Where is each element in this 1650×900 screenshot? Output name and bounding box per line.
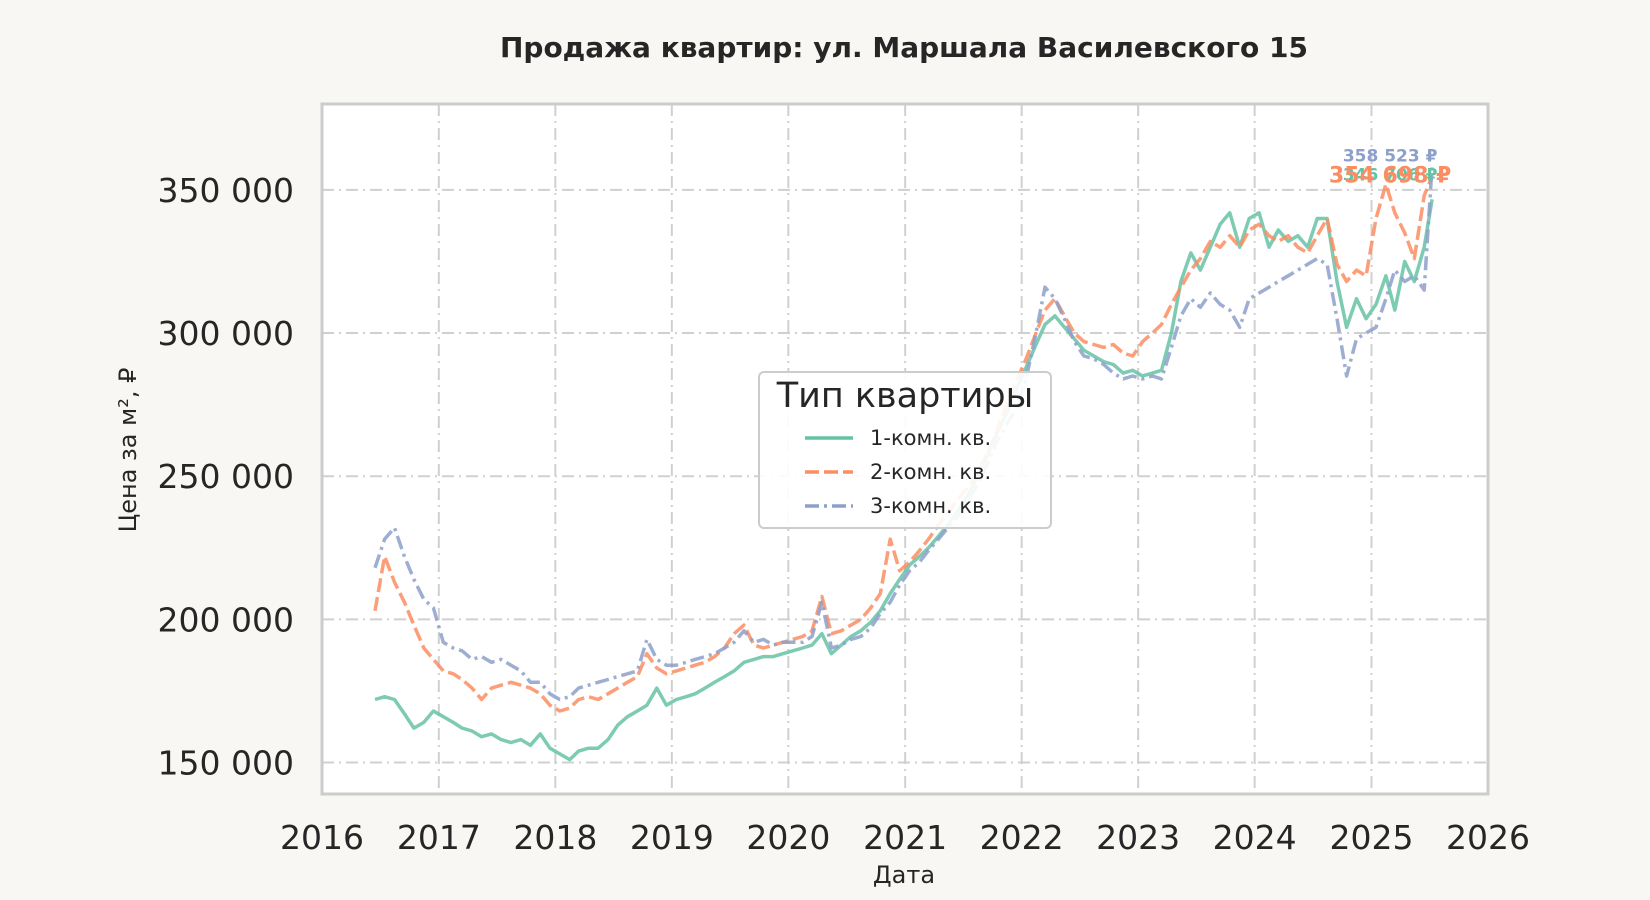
x-tick-label-2021: 2021 — [863, 818, 947, 857]
x-tick-label-2026: 2026 — [1446, 818, 1530, 857]
end-value-labels: 346 706 ₽354 698 ₽358 523 ₽ — [1329, 146, 1451, 188]
x-axis-ticks: 2016 2017 2018 2019 2020 2021 2022 2023 2024 2025… — [280, 818, 1530, 857]
x-tick-label-2016: 2016 — [280, 818, 364, 857]
plot-frame — [320, 102, 1490, 796]
y-axis-label: Цена за м², ₽ — [114, 368, 142, 533]
end-label-series-2: 354 698 ₽ — [1329, 163, 1451, 188]
y-tick-label-150000: 150 000 — [158, 744, 294, 783]
end-label-series-3: 358 523 ₽ — [1343, 146, 1438, 166]
y-axis-ticks: 150 000 200 000 250 000 300 000 350 000 — [158, 171, 294, 783]
y-tick-label-300000: 300 000 — [158, 314, 294, 353]
chart-title: Продажа квартир: ул. Маршала Василевског… — [500, 31, 1308, 64]
x-tick-label-2018: 2018 — [513, 818, 597, 857]
x-tick-label-2025: 2025 — [1330, 818, 1414, 857]
series-line-2 — [373, 175, 1434, 713]
legend-box — [758, 371, 1052, 529]
legend-label-series-2: 2-комн. кв. — [870, 460, 991, 484]
x-tick-label-2022: 2022 — [980, 818, 1064, 857]
x-axis-label: Дата — [873, 861, 935, 889]
legend-label-series-3: 3-комн. кв. — [870, 494, 991, 518]
x-tick-label-2019: 2019 — [630, 818, 714, 857]
series-line-1 — [374, 199, 1434, 762]
series-layer — [373, 165, 1434, 762]
legend: Тип квартиры 1-комн. кв. 2-комн. кв. 3-ком… — [758, 371, 1052, 529]
legend-title: Тип квартиры — [776, 376, 1034, 416]
end-label-series-1: 346 706 ₽ — [1343, 165, 1438, 185]
y-tick-label-200000: 200 000 — [158, 600, 294, 639]
legend-label-series-1: 1-комн. кв. — [870, 426, 991, 450]
x-tick-label-2020: 2020 — [746, 818, 830, 857]
series-line-3 — [373, 165, 1434, 702]
x-tick-label-2017: 2017 — [397, 818, 481, 857]
x-tick-label-2024: 2024 — [1213, 818, 1297, 857]
y-tick-label-250000: 250 000 — [158, 457, 294, 496]
x-tick-label-2023: 2023 — [1096, 818, 1180, 857]
y-tick-label-350000: 350 000 — [158, 171, 294, 210]
